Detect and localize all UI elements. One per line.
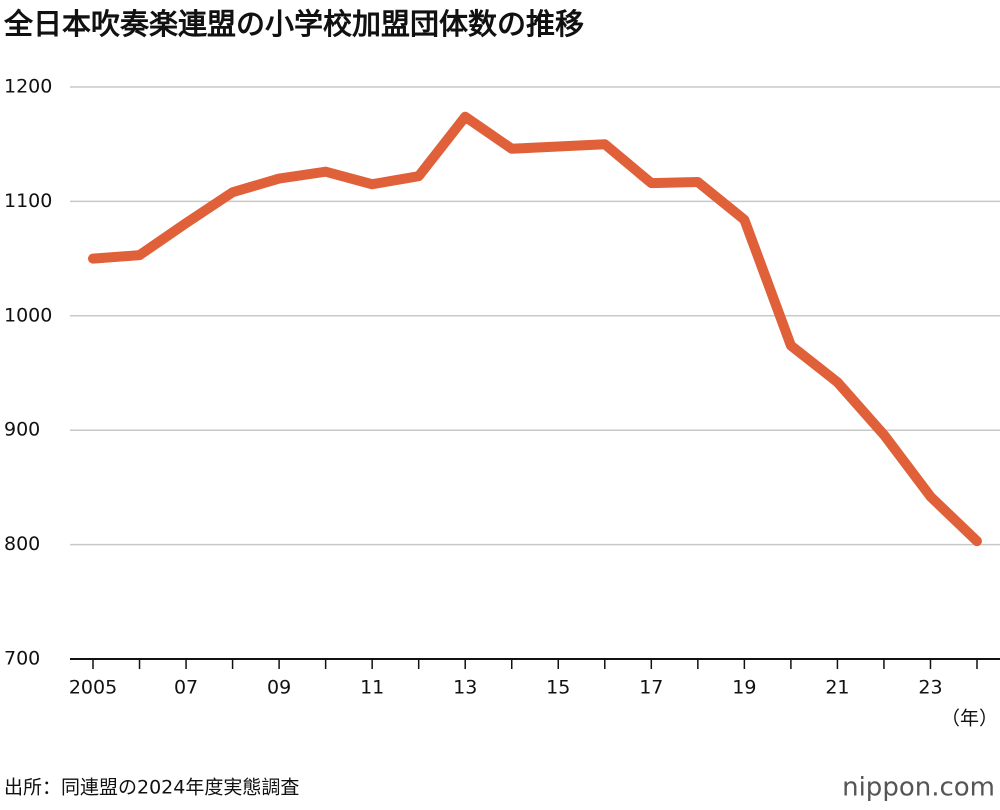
y-tick-label: 1200: [4, 76, 52, 98]
x-tick-label: 2005: [69, 677, 117, 699]
x-tick-label: 09: [267, 677, 291, 699]
x-tick-label: 19: [732, 677, 756, 699]
x-tick-label: 15: [546, 677, 570, 699]
chart-title: 全日本吹奏楽連盟の小学校加盟団体数の推移: [3, 7, 584, 41]
logo: nippon.com: [842, 773, 995, 803]
y-tick-label: 1000: [4, 304, 52, 326]
y-tick-label: 800: [4, 533, 40, 555]
x-tick-label: 11: [360, 677, 384, 699]
y-tick-label: 1100: [4, 190, 52, 212]
x-tick-label: 07: [174, 677, 198, 699]
x-tick-label: 23: [918, 677, 942, 699]
y-tick-label: 700: [4, 648, 40, 670]
y-tick-label: 900: [4, 419, 40, 441]
x-tick-label: 13: [453, 677, 477, 699]
data-line: [88, 111, 982, 547]
x-unit: （年）: [941, 708, 998, 730]
x-tick-label: 21: [825, 677, 849, 699]
source: 出所：同連盟の2024年度実態調査: [4, 777, 299, 799]
x-tick-label: 17: [639, 677, 663, 699]
